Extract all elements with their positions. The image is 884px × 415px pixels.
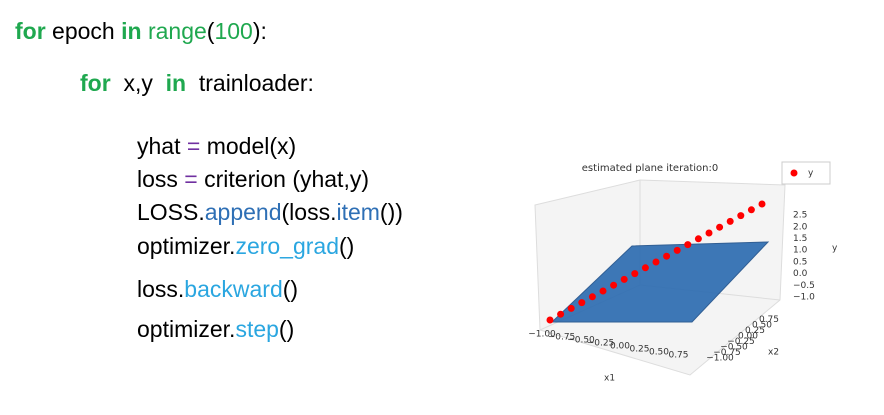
code-token: =: [186, 133, 201, 159]
code-line: LOSS.append(loss.item()): [137, 199, 403, 226]
z-tick-label: 1.5: [793, 234, 807, 244]
data-point: [620, 275, 628, 283]
x-tick-label: −0.25: [587, 339, 615, 349]
z-tick-label: 1.0: [793, 246, 808, 256]
y-tick-label: 0.50: [752, 321, 772, 331]
code-token: x,y: [110, 70, 166, 96]
code-token: ):: [252, 18, 267, 44]
data-point: [673, 246, 681, 254]
code-token: (loss.: [281, 199, 337, 225]
x-tick-label: 0.50: [649, 348, 669, 358]
code-line: for epoch in range(100):: [15, 18, 267, 45]
data-point: [641, 264, 649, 272]
legend-label: y: [808, 169, 814, 179]
legend-marker: [790, 169, 798, 177]
y-tick-label: −1.00: [706, 354, 734, 364]
y-tick-label: −0.25: [727, 337, 755, 347]
code-token: criterion (yhat,y): [197, 166, 369, 192]
x-tick-label: −0.50: [567, 336, 595, 346]
estimated-plane: [550, 241, 770, 323]
code-token: (: [206, 18, 215, 44]
x-tick-label: 0.25: [629, 345, 649, 355]
legend-box: [781, 161, 831, 185]
data-point: [726, 217, 734, 225]
z-tick-label: −1.0: [793, 293, 815, 303]
data-point: [652, 258, 660, 266]
code-token: yhat: [137, 133, 187, 159]
y-tick-label: −0.75: [713, 348, 741, 358]
data-point: [684, 241, 692, 249]
data-point: [663, 252, 671, 260]
code-token: step: [235, 316, 279, 342]
data-point: [747, 206, 755, 214]
code-token: =: [184, 166, 198, 192]
code-token: optimizer.: [137, 233, 236, 259]
x-tick-label: −1.00: [528, 330, 556, 340]
code-token: append: [204, 199, 282, 225]
y-axis-label: x2: [768, 348, 779, 358]
code-token: loss.: [137, 276, 185, 302]
code-token: ()): [379, 199, 403, 225]
code-line: loss.backward(): [137, 276, 298, 303]
code-token: epoch: [45, 18, 122, 44]
data-point: [588, 293, 596, 301]
code-token: (): [339, 233, 355, 259]
code-token: optimizer.: [137, 316, 236, 342]
code-token: item: [336, 199, 380, 225]
z-tick-label: 0.5: [793, 257, 807, 267]
data-point: [546, 316, 554, 324]
x-tick-label: 0.75: [668, 351, 688, 361]
data-point: [631, 270, 639, 278]
code-token: backward: [184, 276, 283, 302]
z-tick-label: −0.5: [793, 281, 815, 291]
code-line: for x,y in trainloader:: [80, 70, 314, 97]
data-point: [716, 223, 724, 231]
code-line: optimizer.step(): [137, 316, 294, 343]
y-tick-label: 0.25: [745, 326, 765, 336]
z-tick-label: 2.0: [793, 222, 808, 232]
code-line: yhat = model(x): [137, 133, 296, 160]
code-token: zero_grad: [235, 233, 340, 259]
code-line: loss = criterion (yhat,y): [137, 166, 369, 193]
y-tick-label: 0.75: [759, 315, 779, 325]
code-token: (): [278, 316, 295, 342]
data-point: [557, 310, 565, 318]
code-token: model(x): [200, 133, 297, 159]
code-token: for: [15, 18, 46, 44]
z-axis-label: y: [832, 244, 838, 254]
z-tick-label: 0.0: [793, 269, 808, 279]
z-tick-label: 2.5: [793, 211, 807, 221]
x-axis-label: x1: [604, 374, 615, 384]
code-token: in: [165, 70, 187, 96]
code-token: for: [80, 70, 111, 96]
code-token: range: [141, 18, 207, 44]
data-point: [599, 287, 607, 295]
code-token: LOSS.: [137, 199, 205, 225]
data-point: [610, 281, 618, 289]
x-tick-label: 0.00: [610, 342, 630, 352]
x-tick-label: −0.75: [548, 333, 576, 343]
data-point: [567, 304, 575, 312]
data-point: [578, 299, 586, 307]
code-token: 100: [214, 18, 253, 44]
code-token: (): [282, 276, 299, 302]
code-token: loss: [137, 166, 185, 192]
code-token: in: [121, 18, 142, 44]
data-point: [758, 200, 766, 208]
y-tick-label: 0.00: [738, 332, 758, 342]
plot-title: estimated plane iteration:0: [582, 163, 718, 174]
data-point: [737, 212, 745, 220]
code-token: trainloader:: [186, 70, 314, 96]
data-point: [694, 235, 702, 243]
code-line: optimizer.zero_grad(): [137, 233, 354, 260]
y-tick-label: −0.50: [720, 343, 748, 353]
data-point: [705, 229, 713, 237]
